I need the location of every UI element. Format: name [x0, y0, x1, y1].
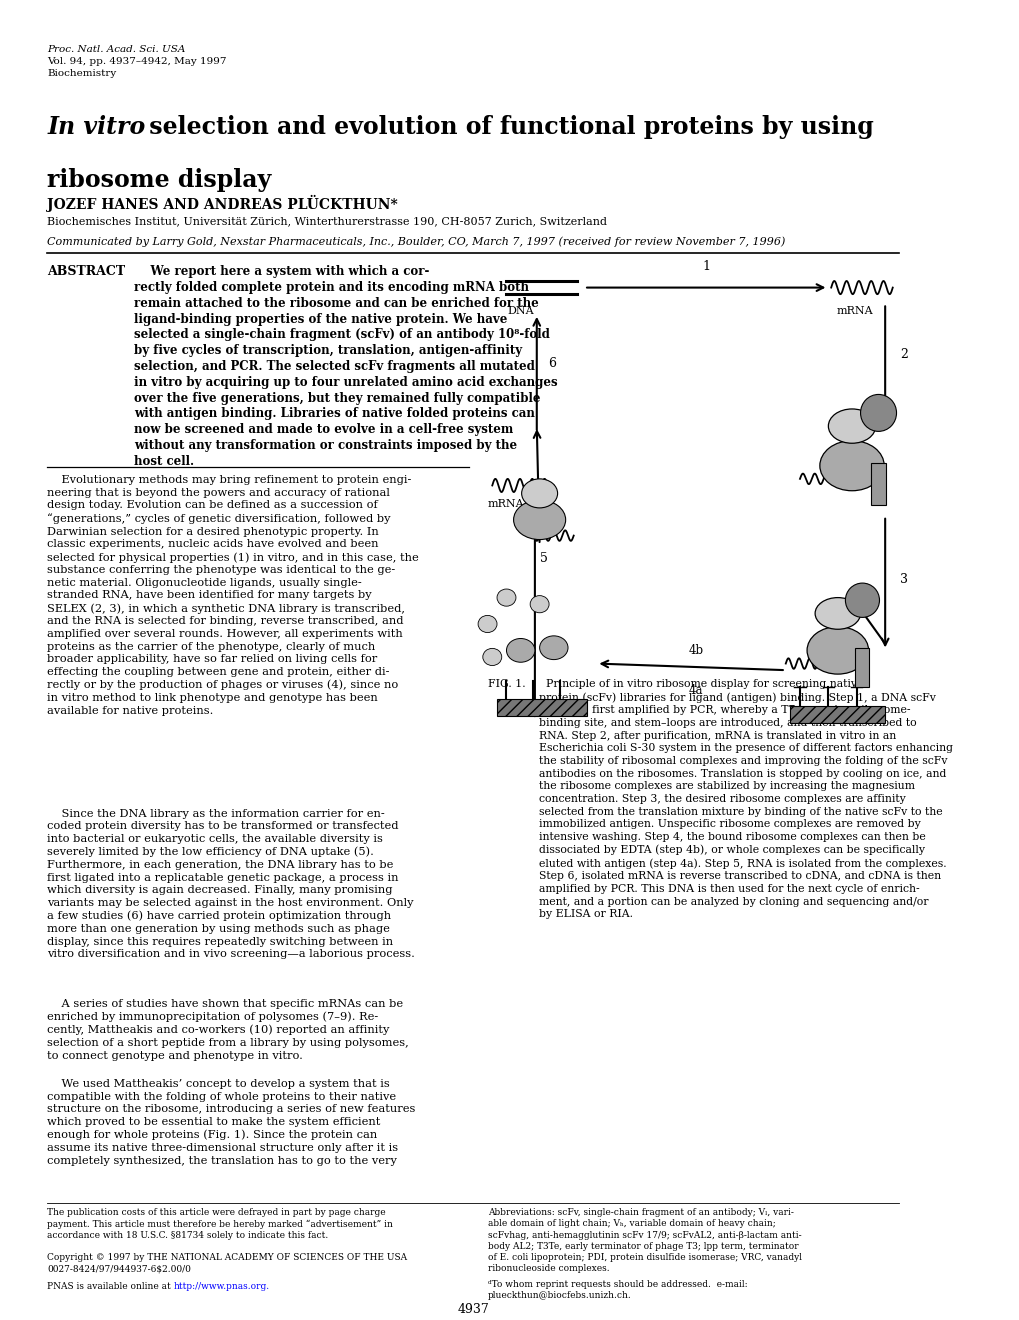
Ellipse shape: [514, 500, 566, 540]
Text: 4937: 4937: [458, 1303, 489, 1316]
Bar: [870, 463, 886, 506]
Text: 2: 2: [900, 348, 907, 362]
Ellipse shape: [819, 441, 883, 491]
Ellipse shape: [506, 639, 534, 663]
Text: A series of studies have shown that specific mRNAs can be
enriched by immunoprec: A series of studies have shown that spec…: [47, 999, 409, 1061]
Bar: [790, 706, 884, 723]
Text: Communicated by Larry Gold, Nexstar Pharmaceuticals, Inc., Boulder, CO, March 7,: Communicated by Larry Gold, Nexstar Phar…: [47, 236, 785, 247]
Text: 3: 3: [900, 573, 908, 586]
Text: ᵈTo whom reprint requests should be addressed.  e-mail:
plueckthun@biocfebs.uniz: ᵈTo whom reprint requests should be addr…: [487, 1279, 747, 1300]
Ellipse shape: [496, 589, 516, 606]
Text: 4a: 4a: [688, 684, 702, 697]
Text: mRNA: mRNA: [487, 499, 524, 508]
Text: 5: 5: [540, 552, 548, 565]
Text: JOZEF HANES AND ANDREAS PLÜCKTHUN*: JOZEF HANES AND ANDREAS PLÜCKTHUN*: [47, 195, 397, 213]
Text: http://www.pnas.org.: http://www.pnas.org.: [173, 1282, 269, 1291]
Text: 1: 1: [701, 260, 709, 273]
Text: 4b: 4b: [688, 644, 703, 657]
Text: ribosome display: ribosome display: [47, 168, 271, 191]
Text: selection and evolution of functional proteins by using: selection and evolution of functional pr…: [141, 115, 873, 139]
Text: We report here a system with which a cor-
rectly folded complete protein and its: We report here a system with which a cor…: [135, 265, 557, 467]
Ellipse shape: [860, 395, 896, 432]
Text: We used Mattheakis’ concept to develop a system that is
compatible with the fold: We used Mattheakis’ concept to develop a…: [47, 1080, 416, 1166]
Text: Vol. 94, pp. 4937–4942, May 1997: Vol. 94, pp. 4937–4942, May 1997: [47, 57, 226, 66]
Text: Evolutionary methods may bring refinement to protein engi-
neering that is beyon: Evolutionary methods may bring refinemen…: [47, 475, 419, 715]
Text: Principle of in vitro ribosome display for screening native
protein (scFv) libra: Principle of in vitro ribosome display f…: [538, 680, 952, 919]
Bar: [496, 700, 586, 717]
Text: ABSTRACT: ABSTRACT: [47, 265, 125, 279]
Text: Biochemisches Institut, Universität Zürich, Winterthurerstrasse 190, CH-8057 Zur: Biochemisches Institut, Universität Züri…: [47, 216, 606, 226]
Text: mRNA: mRNA: [836, 306, 872, 315]
Text: Since the DNA library as the information carrier for en-
coded protein diversity: Since the DNA library as the information…: [47, 809, 415, 960]
Ellipse shape: [814, 598, 860, 630]
Text: FIG. 1.: FIG. 1.: [487, 680, 525, 689]
Text: PNAS is available online at: PNAS is available online at: [47, 1282, 174, 1291]
Text: DNA: DNA: [506, 306, 534, 315]
Ellipse shape: [530, 595, 548, 612]
Ellipse shape: [482, 648, 501, 665]
Text: Copyright © 1997 by THE NATIONAL ACADEMY OF SCIENCES OF THE USA
0027-8424/97/944: Copyright © 1997 by THE NATIONAL ACADEMY…: [47, 1253, 407, 1274]
Ellipse shape: [827, 409, 875, 444]
Text: Biochemistry: Biochemistry: [47, 69, 116, 78]
Text: Abbreviations: scFv, single-chain fragment of an antibody; Vₗ, vari-
able domain: Abbreviations: scFv, single-chain fragme…: [487, 1208, 801, 1272]
Ellipse shape: [521, 479, 557, 508]
Text: The publication costs of this article were defrayed in part by page charge
payme: The publication costs of this article we…: [47, 1208, 393, 1239]
Text: In vitro: In vitro: [47, 115, 146, 139]
Ellipse shape: [539, 636, 568, 660]
Bar: [854, 648, 868, 688]
Ellipse shape: [845, 583, 878, 618]
Text: Proc. Natl. Acad. Sci. USA: Proc. Natl. Acad. Sci. USA: [47, 45, 185, 54]
Text: 6: 6: [547, 356, 555, 370]
Ellipse shape: [806, 627, 868, 675]
Ellipse shape: [478, 615, 496, 632]
